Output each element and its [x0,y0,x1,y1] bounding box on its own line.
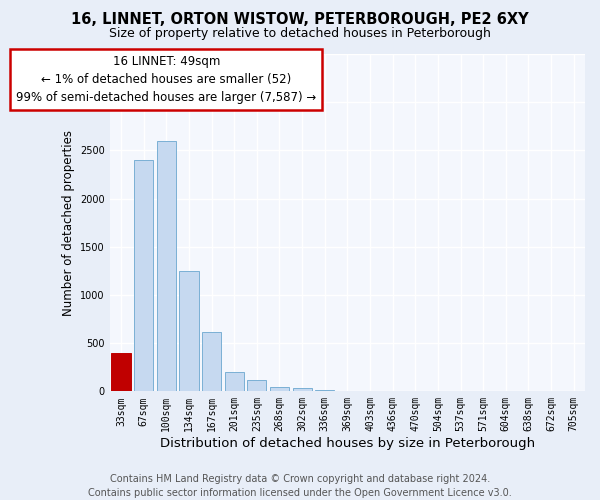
Bar [179,271,199,392]
Bar [247,380,266,392]
Bar [224,372,244,392]
Bar [315,390,334,392]
Bar [270,386,289,392]
Bar [112,353,131,392]
Text: Contains HM Land Registry data © Crown copyright and database right 2024.
Contai: Contains HM Land Registry data © Crown c… [88,474,512,498]
Y-axis label: Number of detached properties: Number of detached properties [62,130,74,316]
Bar [202,332,221,392]
Text: 16, LINNET, ORTON WISTOW, PETERBOROUGH, PE2 6XY: 16, LINNET, ORTON WISTOW, PETERBOROUGH, … [71,12,529,28]
Bar [157,140,176,392]
Text: Size of property relative to detached houses in Peterborough: Size of property relative to detached ho… [109,28,491,40]
Bar [293,388,312,392]
Bar [134,160,154,392]
Text: 16 LINNET: 49sqm
← 1% of detached houses are smaller (52)
99% of semi-detached h: 16 LINNET: 49sqm ← 1% of detached houses… [16,55,316,104]
X-axis label: Distribution of detached houses by size in Peterborough: Distribution of detached houses by size … [160,437,535,450]
